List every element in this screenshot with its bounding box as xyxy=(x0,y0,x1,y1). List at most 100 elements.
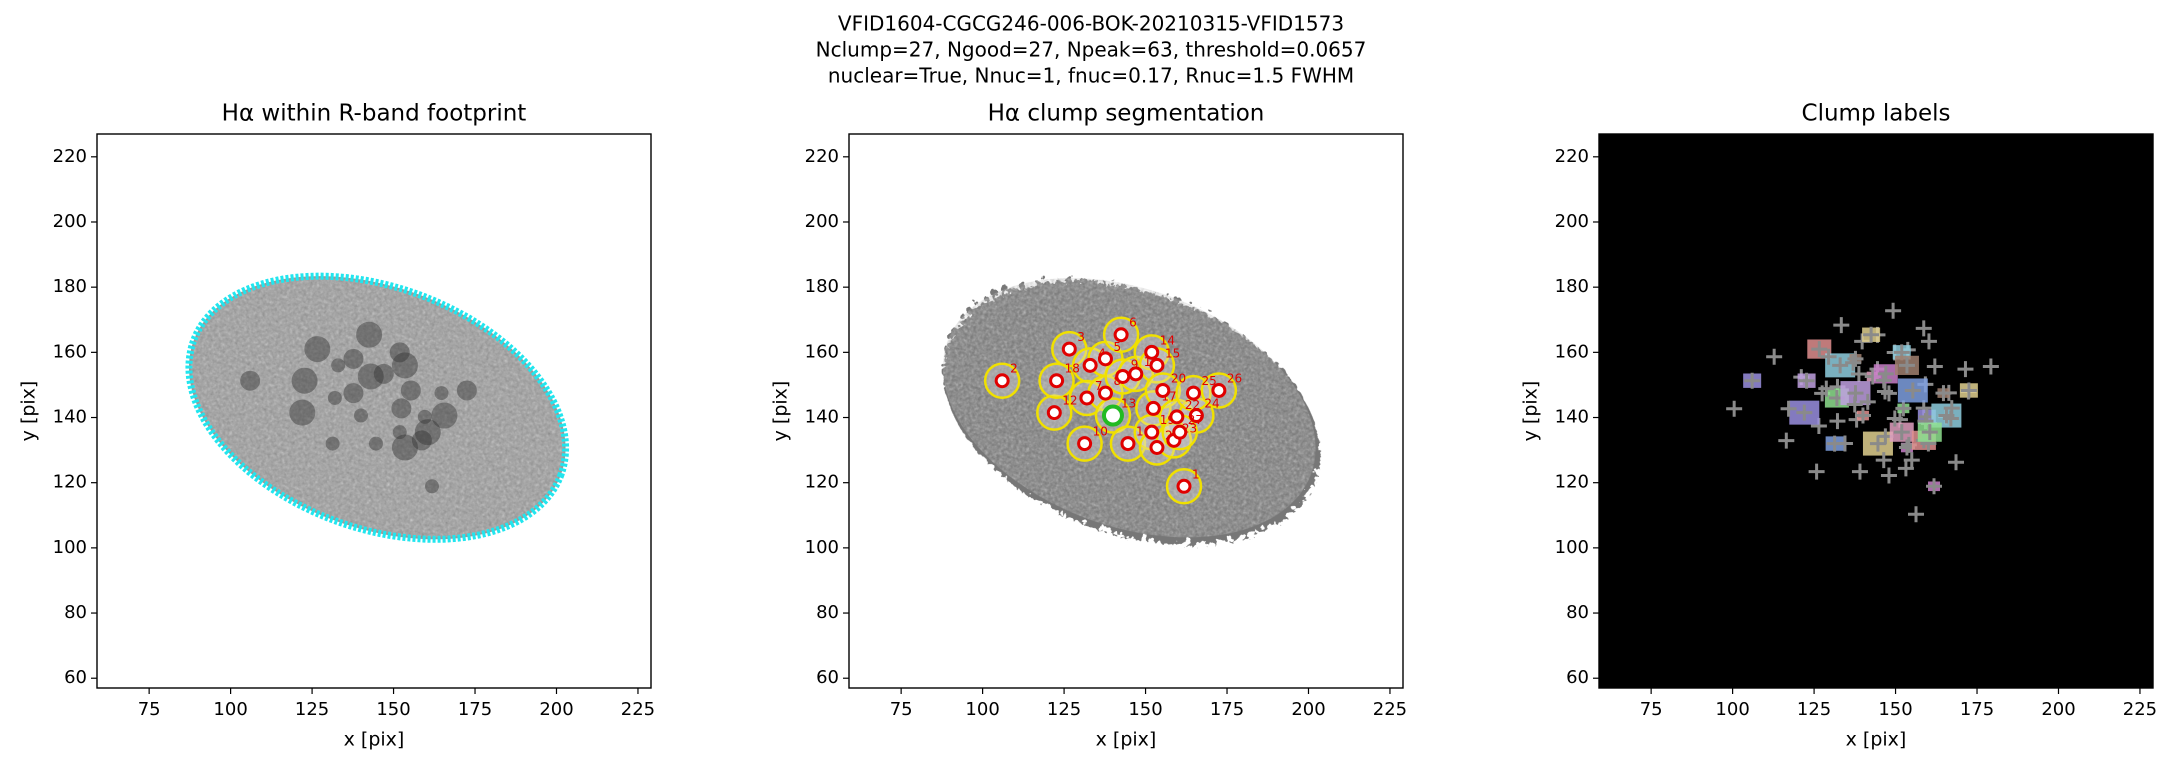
clump-label: 25 xyxy=(1201,374,1216,388)
peak-marker xyxy=(1832,357,1849,374)
clump-label: 9 xyxy=(1131,357,1139,371)
y-tick-label: 180 xyxy=(805,276,839,297)
x-tick-label: 175 xyxy=(1960,699,1994,720)
peak-marker xyxy=(1904,382,1921,399)
clump-label: 18 xyxy=(1065,362,1080,376)
x-tick-label: 100 xyxy=(213,699,247,720)
dark-knot xyxy=(456,380,477,401)
peak-marker xyxy=(1859,393,1876,410)
x-tick-label: 225 xyxy=(1373,699,1407,720)
peak-marker xyxy=(1744,372,1761,389)
dark-knot xyxy=(411,430,432,451)
clump-label: 20 xyxy=(1171,371,1186,385)
clump-label: 2 xyxy=(1010,362,1018,376)
x-tick-label: 75 xyxy=(138,699,161,720)
peak-marker xyxy=(1766,348,1783,365)
clump-peak xyxy=(1077,436,1093,452)
peak-marker xyxy=(1920,333,1937,350)
y-tick-label: 120 xyxy=(53,472,87,493)
peak-marker xyxy=(1850,365,1867,382)
clump-peak xyxy=(1049,373,1065,389)
peak-marker xyxy=(1778,432,1795,449)
y-tick-label: 80 xyxy=(64,602,87,623)
clump-label: 5 xyxy=(1113,340,1121,354)
x-axis-label: x [pix] xyxy=(1096,729,1157,751)
panel: 75 100 125 150 175 200 225 60 80 100 120 140 160 180 2… xyxy=(18,101,656,751)
clump-peak xyxy=(1155,382,1171,398)
panel: 1234567891011121314151617181920212223242… xyxy=(770,101,1408,751)
peak-marker xyxy=(1926,358,1943,375)
x-tick-label: 175 xyxy=(1210,699,1244,720)
peak-marker xyxy=(1863,326,1880,343)
peak-marker xyxy=(1854,407,1871,424)
peak-marker xyxy=(1957,361,1974,378)
dark-knot xyxy=(353,408,368,423)
y-tick-label: 80 xyxy=(1566,602,1589,623)
y-tick-label: 160 xyxy=(805,341,839,362)
axes-frame xyxy=(1598,133,2154,689)
peak-marker xyxy=(1818,380,1835,397)
suptitle: Nclump=27, Ngood=27, Npeak=63, threshold… xyxy=(816,38,1367,62)
y-tick-label: 100 xyxy=(1555,537,1589,558)
y-tick-label: 180 xyxy=(53,276,87,297)
dark-knot xyxy=(425,479,440,494)
footprint-edge xyxy=(185,272,570,543)
peak-marker xyxy=(1808,463,1825,480)
peak-marker xyxy=(1836,435,1853,452)
clump-label: 14 xyxy=(1160,333,1175,347)
peak-marker xyxy=(1796,404,1813,421)
y-tick-label: 120 xyxy=(1555,472,1589,493)
peak-marker xyxy=(1829,413,1846,430)
dark-knot xyxy=(240,370,261,391)
dark-knot xyxy=(325,436,340,451)
peak-marker xyxy=(1875,372,1892,389)
peak-marker xyxy=(1915,320,1932,337)
image xyxy=(1599,134,2153,688)
image: 1234567891011121314151617181920212223242… xyxy=(940,276,1318,540)
y-tick-label: 200 xyxy=(1555,211,1589,232)
clump-peak xyxy=(1176,478,1192,494)
y-tick-label: 100 xyxy=(53,537,87,558)
clump-label: 24 xyxy=(1204,397,1219,411)
y-tick-label: 140 xyxy=(53,407,87,428)
clump-label: 13 xyxy=(1121,397,1136,411)
clump-peak xyxy=(1120,436,1136,452)
peak-marker xyxy=(1880,385,1897,402)
y-tick-label: 220 xyxy=(53,146,87,167)
dark-knot xyxy=(389,342,410,363)
y-tick-label: 200 xyxy=(805,211,839,232)
clump-peak xyxy=(1128,366,1144,382)
x-tick-label: 175 xyxy=(458,699,492,720)
clump-label: 7 xyxy=(1095,379,1103,393)
dark-knot xyxy=(356,321,383,348)
x-tick-label: 150 xyxy=(376,699,410,720)
clump-peak xyxy=(1061,341,1077,357)
dark-knot xyxy=(331,358,346,373)
y-tick-label: 120 xyxy=(805,472,839,493)
y-axis-label: y [pix] xyxy=(18,381,40,442)
peak-marker xyxy=(1869,435,1886,452)
clump-peak xyxy=(1046,405,1062,421)
clump-peak xyxy=(1149,357,1165,373)
peak-marker xyxy=(1960,382,1977,399)
peak-marker xyxy=(1726,400,1743,417)
x-tick-label: 75 xyxy=(1640,699,1663,720)
peak-marker xyxy=(1926,478,1943,495)
peak-marker xyxy=(1851,463,1868,480)
x-tick-label: 125 xyxy=(295,699,329,720)
peak-marker xyxy=(1921,424,1938,441)
clump-peak xyxy=(1113,327,1129,343)
clump-label: 3 xyxy=(1077,330,1085,344)
x-tick-label: 125 xyxy=(1797,699,1831,720)
dark-knot xyxy=(291,367,318,394)
y-tick-label: 160 xyxy=(1555,341,1589,362)
dark-knot xyxy=(414,419,441,446)
x-tick-label: 100 xyxy=(965,699,999,720)
clump-peak xyxy=(1144,344,1160,360)
y-tick-label: 200 xyxy=(53,211,87,232)
peak-marker xyxy=(1935,385,1952,402)
dark-knot xyxy=(368,436,383,451)
galaxy-texture xyxy=(190,278,564,538)
peak-marker xyxy=(1875,452,1892,469)
